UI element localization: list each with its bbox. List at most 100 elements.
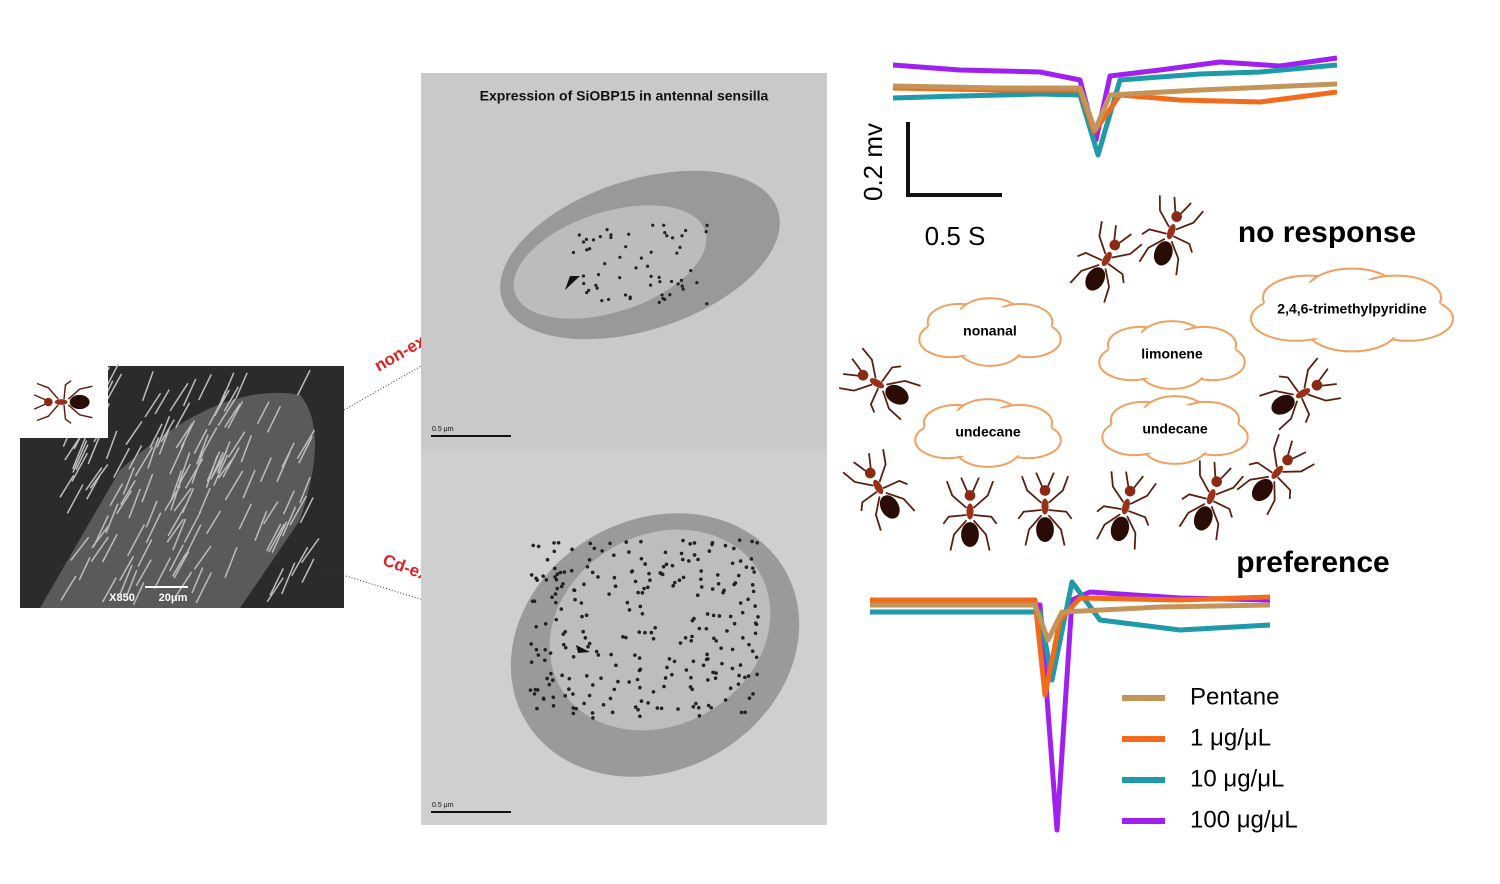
particle: [699, 569, 703, 573]
particle: [738, 601, 743, 605]
particle: [706, 703, 711, 708]
particle: [660, 293, 664, 297]
particle: [596, 273, 601, 277]
particle: [663, 297, 667, 301]
particle: [671, 584, 675, 588]
particle: [594, 649, 599, 654]
hair: [291, 546, 309, 577]
particle: [628, 297, 632, 301]
particle: [709, 705, 714, 710]
hair: [182, 378, 197, 407]
particle: [683, 636, 688, 640]
hair: [197, 374, 212, 401]
odor-label: 2,4,6-trimethylpyridine: [1277, 301, 1427, 317]
particle: [687, 559, 691, 563]
particle: [684, 228, 688, 233]
particle: [561, 581, 565, 586]
particle: [655, 706, 660, 710]
hair: [105, 430, 118, 460]
particle: [638, 714, 642, 719]
particle: [723, 698, 728, 702]
particle: [747, 696, 752, 700]
particle: [670, 672, 674, 677]
hair: [134, 446, 154, 477]
particle: [678, 641, 683, 645]
cloud: nonanal: [918, 297, 1062, 367]
particle: [567, 687, 571, 691]
ant: [1171, 454, 1249, 544]
odor-label: undecane: [955, 424, 1021, 440]
particle: [582, 582, 586, 587]
odor-label: nonanal: [963, 323, 1017, 339]
particle: [612, 553, 616, 558]
hair: [113, 447, 130, 478]
particle: [753, 631, 758, 636]
particle: [605, 228, 609, 232]
particle: [543, 647, 548, 652]
ant: [1063, 215, 1148, 308]
sensillum-lumen: [513, 205, 707, 319]
particle: [657, 300, 661, 304]
particle: [750, 649, 755, 653]
particle: [554, 577, 559, 582]
hair: [227, 400, 244, 429]
particle: [587, 641, 592, 646]
particle: [582, 701, 586, 706]
particle: [728, 686, 733, 691]
scale-label: 0.5 μm: [432, 426, 454, 433]
particle: [679, 551, 684, 556]
hair: [254, 510, 268, 541]
particle: [613, 584, 618, 589]
particle: [541, 574, 545, 578]
particle: [533, 687, 538, 692]
particle: [635, 677, 640, 682]
hair: [72, 436, 87, 470]
hair: [224, 403, 241, 428]
particle: [751, 589, 756, 594]
hair: [222, 372, 235, 397]
particle: [567, 676, 572, 681]
hair: [92, 515, 109, 548]
particle: [697, 626, 702, 631]
hair: [271, 521, 288, 554]
particle: [580, 614, 584, 619]
scale-label: 20μm: [159, 592, 188, 604]
particle: [651, 690, 656, 694]
cloud: undecane: [1101, 395, 1249, 465]
hair: [205, 510, 222, 535]
hair: [301, 558, 315, 583]
tem-title: Expression of SiOBP15 in antennal sensil…: [480, 88, 769, 104]
hair: [184, 458, 204, 489]
hair: [147, 437, 160, 469]
particle: [704, 230, 708, 234]
particle: [595, 286, 599, 290]
particle: [624, 540, 629, 544]
hair: [90, 536, 110, 563]
particle: [594, 283, 598, 287]
particle: [645, 264, 650, 268]
trace: [870, 594, 1271, 698]
hair: [153, 557, 172, 590]
particle: [535, 578, 540, 582]
ant: [1254, 352, 1347, 437]
hair: [173, 487, 192, 512]
particle: [699, 585, 704, 589]
particle: [754, 655, 759, 660]
particle: [649, 630, 654, 635]
particle: [551, 695, 556, 700]
trace-scale-bar: [906, 122, 1002, 197]
particle: [732, 582, 736, 587]
hair: [195, 572, 213, 604]
particle: [755, 672, 759, 677]
particle: [612, 687, 617, 692]
particle: [633, 653, 637, 657]
particle: [738, 559, 743, 563]
particle: [752, 570, 756, 574]
hair: [101, 533, 118, 563]
hair: [166, 518, 184, 543]
cloud: limonene: [1098, 320, 1246, 390]
particle: [555, 572, 560, 576]
particle: [550, 678, 555, 683]
trace: [892, 81, 1338, 133]
